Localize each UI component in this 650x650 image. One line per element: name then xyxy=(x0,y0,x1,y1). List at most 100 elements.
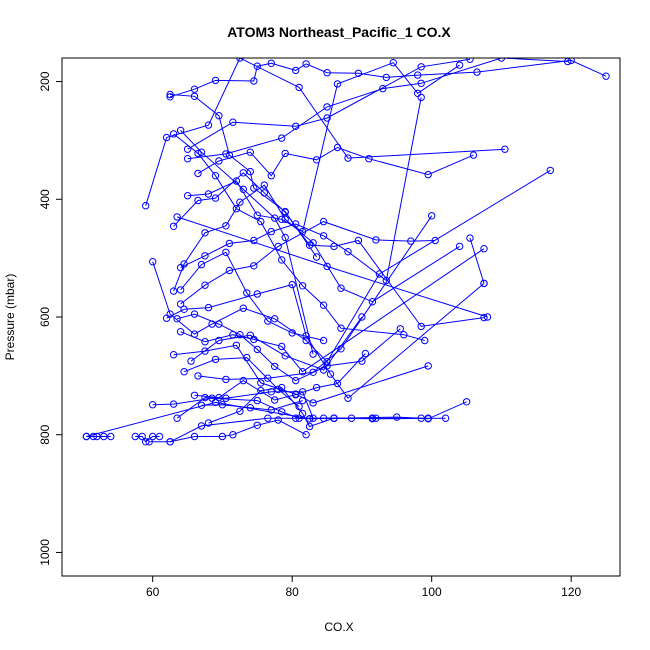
series-line xyxy=(187,62,460,233)
data-point xyxy=(215,157,223,165)
series-28 xyxy=(166,58,610,101)
plot-area xyxy=(82,58,610,446)
data-point xyxy=(138,432,146,441)
data-point xyxy=(309,414,317,422)
data-point xyxy=(455,61,464,69)
data-point xyxy=(292,376,300,385)
series-line xyxy=(86,401,467,437)
data-point xyxy=(239,169,248,177)
series-16 xyxy=(176,248,328,345)
data-point xyxy=(382,276,390,285)
data-point xyxy=(239,304,248,312)
series-12 xyxy=(169,130,429,345)
data-point xyxy=(428,212,436,220)
data-point xyxy=(271,315,279,323)
data-point xyxy=(82,432,91,441)
data-point xyxy=(267,227,275,236)
series-18 xyxy=(162,279,488,402)
data-point xyxy=(267,59,275,67)
data-point xyxy=(278,383,286,392)
data-point xyxy=(302,60,310,68)
data-point xyxy=(100,432,108,441)
data-point xyxy=(281,352,289,360)
data-point xyxy=(424,170,432,179)
data-point xyxy=(298,396,307,405)
data-point xyxy=(222,222,230,230)
data-point xyxy=(149,432,157,441)
data-point xyxy=(483,313,492,321)
series-line xyxy=(180,130,314,355)
data-point xyxy=(358,313,366,321)
data-point xyxy=(567,58,575,65)
data-point xyxy=(271,214,279,222)
data-point xyxy=(204,190,213,198)
data-point xyxy=(236,407,244,415)
data-point xyxy=(501,145,509,153)
series-line xyxy=(173,184,460,303)
data-point xyxy=(264,414,272,422)
data-point xyxy=(201,338,209,346)
data-point xyxy=(197,260,206,269)
series-line xyxy=(190,316,363,371)
data-point xyxy=(142,202,150,210)
data-point xyxy=(257,386,265,395)
data-point xyxy=(131,432,139,441)
data-point xyxy=(347,414,356,422)
data-point xyxy=(201,347,209,355)
data-point xyxy=(166,93,174,101)
data-point xyxy=(337,284,345,292)
series-4 xyxy=(145,416,310,446)
data-point xyxy=(204,303,213,312)
data-point xyxy=(190,391,199,399)
data-point xyxy=(225,266,234,275)
series-25 xyxy=(176,245,488,376)
x-tick-label: 120 xyxy=(561,585,581,599)
data-point xyxy=(222,248,230,257)
y-tick-label: 400 xyxy=(38,189,52,209)
data-point xyxy=(236,331,244,339)
data-point xyxy=(222,394,230,402)
data-point xyxy=(333,143,342,152)
data-point xyxy=(180,305,188,313)
data-point xyxy=(302,332,310,340)
data-point xyxy=(455,242,464,251)
data-point xyxy=(400,331,408,339)
data-point xyxy=(201,252,209,260)
data-point xyxy=(201,281,209,289)
data-point xyxy=(295,402,303,411)
series-13 xyxy=(183,58,474,153)
data-point xyxy=(396,325,404,333)
x-tick-label: 60 xyxy=(146,585,160,599)
series-line xyxy=(187,58,471,150)
data-point xyxy=(319,301,328,309)
series-line xyxy=(183,357,300,407)
data-point xyxy=(480,245,488,253)
data-point xyxy=(319,232,328,240)
series-22 xyxy=(180,353,303,411)
series-line xyxy=(180,248,485,373)
data-point xyxy=(197,422,206,430)
data-point xyxy=(309,350,317,358)
data-point xyxy=(190,310,199,318)
data-point xyxy=(382,73,390,82)
series-19 xyxy=(187,313,366,374)
data-point xyxy=(176,300,185,308)
data-point xyxy=(194,149,202,158)
data-point xyxy=(215,336,223,345)
y-axis: 200 400 600 800 1000 xyxy=(38,71,62,566)
data-point xyxy=(466,58,474,63)
y-tick-label: 1000 xyxy=(38,539,52,566)
data-point xyxy=(393,413,401,421)
data-point xyxy=(194,169,202,178)
data-point xyxy=(169,222,178,231)
data-point xyxy=(155,432,164,441)
plot-frame xyxy=(61,57,621,577)
data-point xyxy=(319,336,328,345)
data-point xyxy=(194,372,202,380)
data-point xyxy=(229,431,237,439)
data-point xyxy=(278,134,286,142)
data-point xyxy=(298,368,307,376)
data-point xyxy=(267,406,275,414)
data-point xyxy=(274,416,282,424)
series-line xyxy=(176,216,488,318)
